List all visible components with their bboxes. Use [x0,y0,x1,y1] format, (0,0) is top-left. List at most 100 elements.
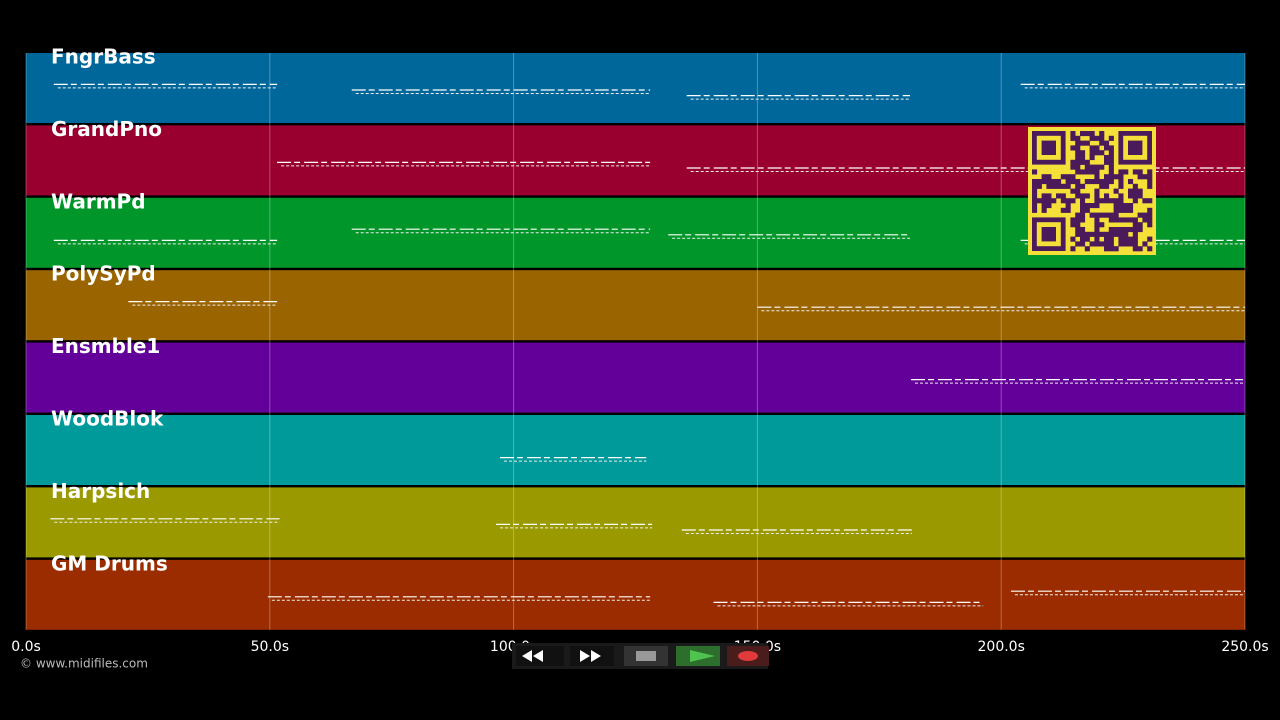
qr-module [1070,217,1076,223]
qr-module [1080,227,1086,233]
qr-module [1084,231,1090,237]
qr-module [1099,241,1105,247]
qr-module [1094,227,1100,233]
note-span [277,161,651,167]
qr-module [1094,241,1100,247]
qr-module [1084,236,1090,242]
qr-module [1080,193,1086,199]
qr-module [1108,212,1114,218]
qr-module [1075,241,1081,247]
qr-module [1147,217,1153,223]
record-button[interactable] [727,646,769,666]
qr-module [1070,135,1076,141]
x-tick-label: 200.0s [978,639,1025,655]
note-span [668,234,911,239]
qr-module [1137,169,1143,175]
qr-module [1060,193,1066,199]
qr-module [1099,164,1105,170]
track-name: GrandPno [51,117,162,141]
qr-module [1147,198,1153,204]
qr-module [1080,236,1086,242]
note-span [713,601,984,607]
qr-module [1075,183,1081,189]
qr-module [1113,203,1119,209]
qr-module [1041,193,1047,199]
qr-module [1099,131,1105,137]
qr-module [1070,198,1076,204]
qr-module [1132,246,1138,252]
qr-module [1113,231,1119,237]
forward-button[interactable] [570,646,614,666]
qr-module [1108,179,1114,185]
qr-module [1041,174,1047,180]
qr-module [1142,241,1148,247]
qr-module [1046,198,1052,204]
qr-module [1084,203,1090,209]
qr-module [1094,217,1100,223]
qr-module [1094,236,1100,242]
qr-module [1104,193,1110,199]
stop-button[interactable] [624,646,668,666]
qr-module [1046,183,1052,189]
qr-module [1118,203,1124,209]
qr-module [1137,193,1143,199]
qr-module [1080,140,1086,146]
qr-module [1132,169,1138,175]
qr-module [1070,174,1076,180]
track-name: WoodBlok [51,407,164,431]
qr-module [1094,188,1100,194]
qr-module [1032,203,1038,209]
qr-module [1104,236,1110,242]
qr-module [1113,246,1119,252]
qr-module [1089,179,1095,185]
qr-module [1089,135,1095,141]
qr-module [1118,227,1124,233]
note-span [267,596,651,601]
qr-module [1075,222,1081,228]
qr-module [1094,222,1100,228]
qr-module [1046,174,1052,180]
qr-module [1094,174,1100,180]
qr-module [1060,198,1066,204]
rewind-icon [522,650,543,662]
qr-module [1089,212,1095,218]
qr-module [1099,231,1105,237]
qr-module [1147,183,1153,189]
qr-module [1128,188,1134,194]
qr-module [1147,174,1153,180]
qr-module [1104,140,1110,146]
qr-module [1070,164,1076,170]
qr-module [1070,246,1076,252]
rewind-button[interactable] [516,646,564,666]
qr-module [1142,198,1148,204]
qr-module [1070,236,1076,242]
qr-module [1080,212,1086,218]
qr-module [1060,174,1066,180]
qr-module [1118,236,1124,242]
qr-module [1128,236,1134,242]
qr-module [1060,183,1066,189]
qr-module [1108,236,1114,242]
qr-module [1036,183,1042,189]
qr-module [1046,203,1052,209]
qr-module [1060,207,1066,213]
qr-module [1108,169,1114,175]
qr-module [1104,174,1110,180]
qr-module [1108,159,1114,165]
qr-module [1099,212,1105,218]
qr-module [1032,179,1038,185]
qr-module [1080,198,1086,204]
note-span [53,83,278,89]
qr-module [1065,174,1071,180]
note-span [53,239,278,245]
track-name: Harpsich [51,479,150,503]
play-button[interactable] [676,646,720,666]
qr-module [1089,241,1095,247]
qr-module [1132,241,1138,247]
qr-module [1075,212,1081,218]
qr-module [1118,174,1124,180]
qr-module [1147,222,1153,228]
qr-module [1147,169,1153,175]
qr-module [1051,198,1057,204]
qr-module [1070,188,1076,194]
